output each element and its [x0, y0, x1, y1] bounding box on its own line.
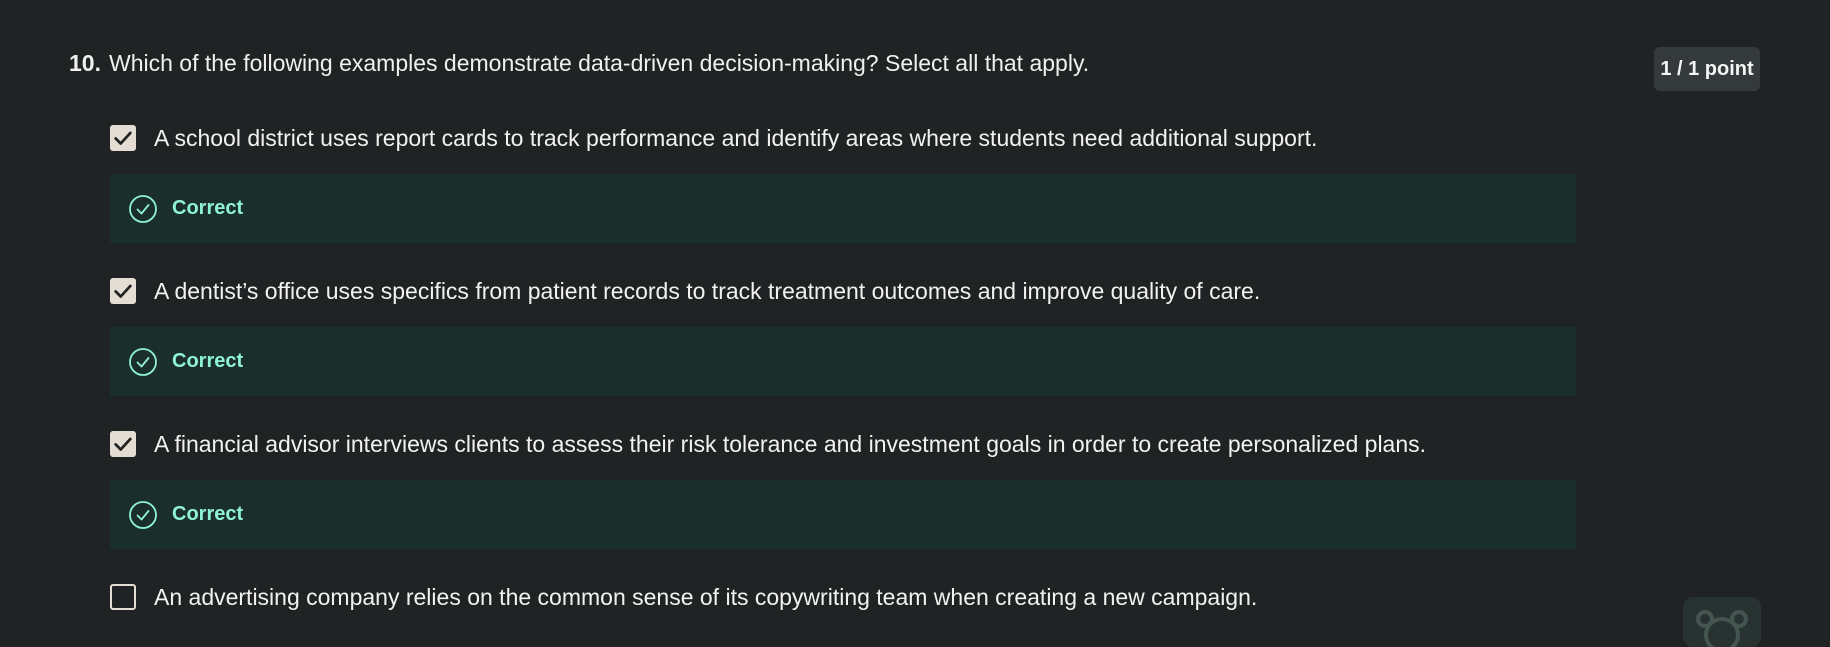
- feedback-label: Correct: [172, 197, 244, 219]
- checkbox-checked[interactable]: [110, 278, 136, 304]
- feedback-correct: Correct: [110, 480, 1576, 549]
- checkmark-icon: [114, 284, 132, 298]
- option-item[interactable]: An advertising company relies on the com…: [110, 579, 1576, 615]
- option-label: A school district uses report cards to t…: [154, 124, 1318, 151]
- option-item[interactable]: A school district uses report cards to t…: [110, 120, 1576, 156]
- checkmark-icon: [114, 131, 132, 145]
- checkbox-checked[interactable]: [110, 125, 136, 151]
- options-list: A school district uses report cards to t…: [110, 118, 1576, 615]
- question-number: 10.: [69, 50, 101, 76]
- option-label: A dentist’s office uses specifics from p…: [154, 277, 1261, 304]
- feedback-label: Correct: [172, 503, 244, 525]
- option-label: An advertising company relies on the com…: [154, 583, 1258, 610]
- check-circle-icon: [128, 500, 158, 530]
- feedback-correct: Correct: [110, 327, 1576, 396]
- checkbox-unchecked[interactable]: [110, 584, 136, 610]
- assistant-logo-icon[interactable]: [1683, 597, 1761, 647]
- checkmark-icon: [114, 437, 132, 451]
- option-label: A financial advisor interviews clients t…: [154, 430, 1427, 457]
- points-badge: 1 / 1 point: [1654, 47, 1760, 91]
- feedback-correct: Correct: [110, 174, 1576, 243]
- feedback-label: Correct: [172, 350, 244, 372]
- question-text: Which of the following examples demonstr…: [108, 50, 1090, 76]
- check-circle-icon: [128, 194, 158, 224]
- check-circle-icon: [128, 347, 158, 377]
- option-item[interactable]: A dentist’s office uses specifics from p…: [110, 273, 1576, 309]
- checkbox-checked[interactable]: [110, 431, 136, 457]
- option-item[interactable]: A financial advisor interviews clients t…: [110, 426, 1576, 462]
- question-header: 10. Which of the following examples demo…: [69, 50, 1089, 77]
